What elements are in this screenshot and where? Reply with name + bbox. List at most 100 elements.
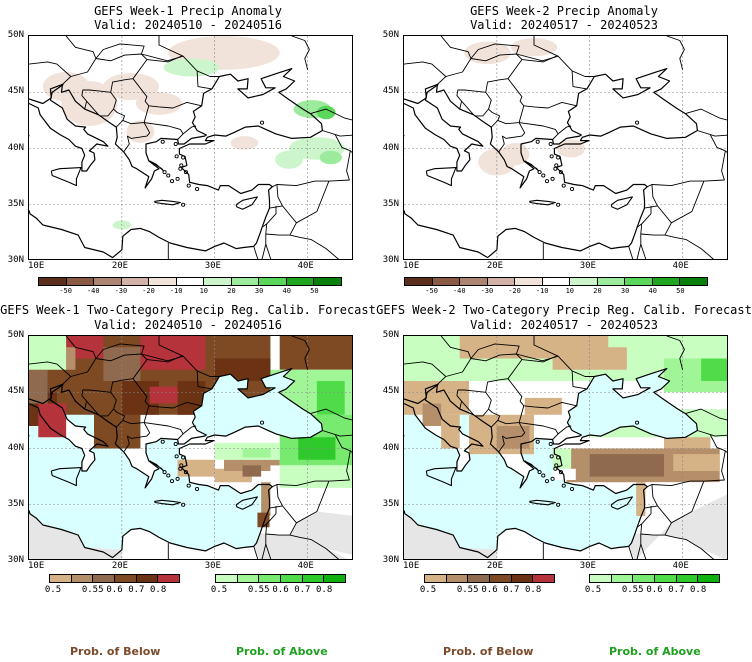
country-border <box>647 150 726 188</box>
country-border <box>261 205 277 228</box>
longitude-label: 40E <box>672 561 689 571</box>
crete-coastline <box>153 499 181 506</box>
country-border <box>685 108 727 121</box>
longitude-label: 10E <box>403 561 420 571</box>
panel1-title: GEFS Week-1 Precip Anomaly <box>94 4 282 18</box>
island <box>260 420 265 425</box>
island <box>535 439 540 444</box>
country-border <box>459 101 463 110</box>
country-border <box>132 378 202 409</box>
island <box>544 179 550 184</box>
below-region <box>214 468 252 483</box>
colorbar-swatch <box>216 575 238 582</box>
colorbar-swatch <box>259 278 287 285</box>
island <box>169 479 175 484</box>
below-region <box>242 465 262 477</box>
island <box>169 179 175 184</box>
country-border <box>647 450 726 488</box>
island <box>556 155 561 160</box>
country-border <box>636 505 652 528</box>
anomaly-dry-patch <box>126 120 155 143</box>
country-border <box>261 223 268 259</box>
colorbar-swatch <box>425 575 447 582</box>
country-border <box>710 434 727 453</box>
island <box>549 454 554 459</box>
below-tick-label: 0.6 <box>481 585 498 595</box>
below-region <box>38 403 67 438</box>
colorbar-swatch <box>625 278 653 285</box>
latitude-label: 45N <box>382 86 399 97</box>
latitude-label: 40N <box>382 442 399 453</box>
country-border <box>29 61 72 77</box>
country-border <box>282 205 339 259</box>
country-border <box>533 36 559 57</box>
above-tick-label: 0.55 <box>621 585 644 595</box>
anomaly-dry-patch <box>103 73 159 101</box>
country-border <box>84 101 88 110</box>
country-border <box>122 105 150 125</box>
country-border <box>158 336 184 357</box>
country-border <box>666 336 685 370</box>
crete-coastline <box>528 499 556 506</box>
island <box>175 476 180 481</box>
sicily-coastline <box>425 467 457 487</box>
island <box>166 173 171 178</box>
colorbar-swatch <box>66 278 95 285</box>
anomaly-tick-label: -20 <box>508 287 521 295</box>
island <box>537 470 542 475</box>
colorbar-swatch <box>176 278 205 285</box>
latitude-label: 45N <box>7 386 24 397</box>
above-tick-label: 0.8 <box>690 585 707 595</box>
anomaly-tick-label: -30 <box>114 287 128 295</box>
sea-of-azov <box>261 368 295 393</box>
colorbar-swatch <box>314 278 342 285</box>
island <box>173 441 178 447</box>
anomaly-tick-label: -50 <box>425 287 438 295</box>
anomaly-tick-label: 30 <box>254 287 264 295</box>
country-border <box>697 130 727 137</box>
anomaly-tick-label: 50 <box>310 287 319 295</box>
island <box>548 141 553 147</box>
no-data-region <box>628 494 727 559</box>
country-border <box>628 246 634 259</box>
longitude-label: 20E <box>111 561 129 571</box>
panel1-valid: Valid: 20240510 - 20240516 <box>94 18 282 32</box>
sicily-coastline <box>50 467 82 487</box>
longitude-label: 10E <box>28 561 45 571</box>
anomaly-wet-patch <box>316 105 336 120</box>
below-tick-label: 0.55 <box>81 585 104 595</box>
colorbar-swatch <box>286 278 315 285</box>
above-region <box>242 448 271 458</box>
island <box>160 439 165 444</box>
country-border <box>404 361 447 377</box>
latitude-label: 50N <box>7 30 24 40</box>
sea-of-azov <box>636 368 670 393</box>
longitude-label: 20E <box>486 561 504 571</box>
island <box>181 202 186 207</box>
below-region <box>149 386 178 404</box>
longitude-label: 30E <box>579 561 596 571</box>
colorbar-swatch <box>460 278 488 285</box>
latitude-label: 50N <box>7 330 24 340</box>
longitude-label: 30E <box>204 561 221 571</box>
above-region <box>279 465 352 488</box>
country-border <box>29 361 72 377</box>
country-border <box>557 125 572 135</box>
italy-coastline <box>404 383 484 472</box>
below-tick-label: 0.7 <box>128 585 145 595</box>
country-border <box>571 70 595 77</box>
below-tick-label: 0.8 <box>150 585 167 595</box>
country-border <box>110 392 126 428</box>
sicily-coastline <box>425 167 457 187</box>
latitude-label: 30N <box>382 255 399 265</box>
island <box>558 170 563 175</box>
panel2-valid: Valid: 20240517 - 20240523 <box>470 18 658 32</box>
colorbar-swatch <box>231 278 260 285</box>
colorbar-swatch <box>324 575 346 582</box>
country-border <box>657 205 714 259</box>
coastline <box>29 67 323 259</box>
longitude-label: 30E <box>204 261 221 271</box>
country-border <box>196 370 220 377</box>
country-border <box>296 180 330 224</box>
above-tick-label: 0.55 <box>247 585 270 595</box>
